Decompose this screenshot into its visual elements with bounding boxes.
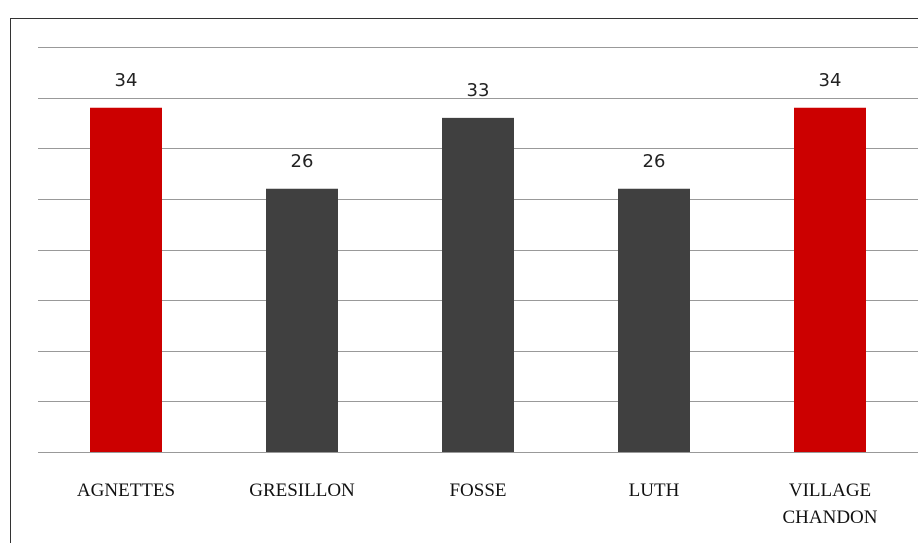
x-tick-label: GRESILLON — [249, 480, 355, 501]
x-tick-label: AGNETTES — [77, 480, 175, 501]
bar — [266, 188, 338, 452]
bar — [794, 107, 866, 452]
x-tick-label: LUTH — [629, 480, 680, 501]
value-label: 34 — [819, 70, 842, 91]
bar — [618, 188, 690, 452]
value-label: 34 — [115, 70, 138, 91]
x-tick-label: VILLAGE CHANDON — [783, 480, 878, 528]
bar — [442, 117, 514, 452]
value-label: 26 — [643, 151, 666, 172]
bar — [90, 107, 162, 452]
x-tick-label: FOSSE — [449, 480, 506, 501]
value-label: 33 — [467, 80, 490, 101]
value-label: 26 — [291, 151, 314, 172]
